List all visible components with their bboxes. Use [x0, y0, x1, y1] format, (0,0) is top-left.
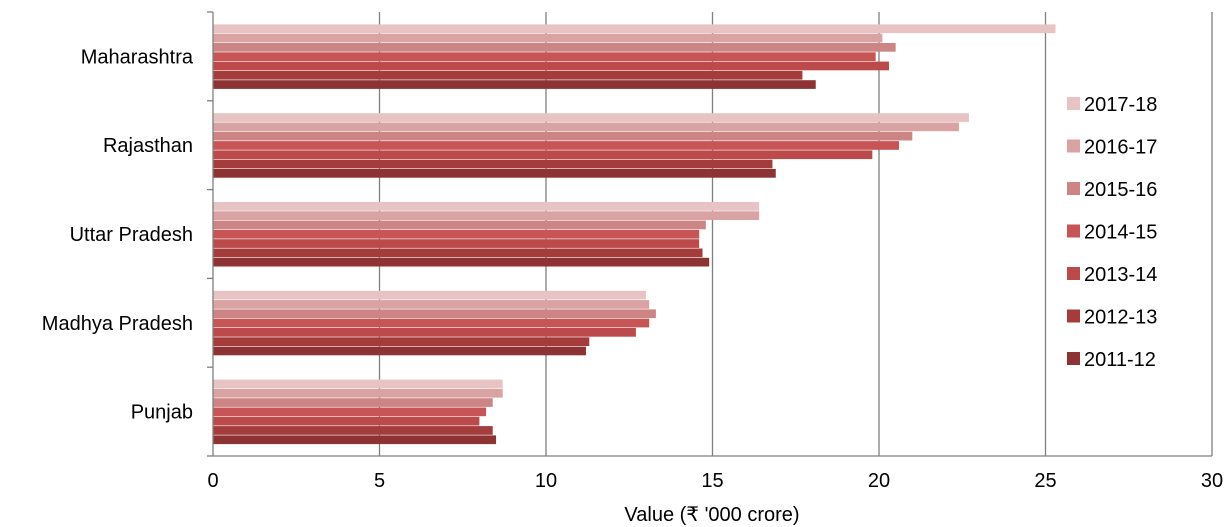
category-label: Madhya Pradesh	[42, 313, 193, 335]
bar	[213, 24, 1056, 34]
bar	[213, 346, 586, 356]
bar	[213, 426, 493, 435]
x-tick-label: 25	[1034, 470, 1056, 492]
category-labels: Maharashtra Rajasthan Uttar Pradesh Madhya …	[42, 46, 194, 423]
bar	[213, 239, 700, 248]
legend: 2017-18 2016-17 2015-16 2014-15 2013-14 2012-…	[1067, 94, 1157, 371]
bar	[213, 169, 776, 178]
bar	[213, 220, 706, 230]
x-tick-label: 20	[868, 470, 890, 492]
bar	[213, 52, 876, 61]
bar	[213, 309, 656, 319]
legend-label: 2011-12	[1084, 349, 1156, 371]
legend-label: 2017-18	[1084, 94, 1157, 116]
legend-label: 2015-16	[1084, 179, 1157, 201]
bar	[213, 435, 497, 445]
legend-swatch	[1067, 139, 1080, 153]
legend-swatch	[1067, 224, 1080, 238]
bar	[213, 328, 636, 337]
x-tick-label: 30	[1201, 470, 1223, 492]
legend-label: 2014-15	[1084, 222, 1157, 244]
legend-swatch	[1067, 182, 1080, 195]
legend-swatch	[1067, 352, 1080, 365]
category-label: Punjab	[131, 402, 193, 424]
bar	[213, 229, 700, 239]
category-label: Uttar Pradesh	[70, 224, 193, 246]
category-label: Maharashtra	[81, 46, 194, 68]
x-tick-label: 15	[701, 470, 723, 492]
bar	[213, 407, 487, 417]
x-tick-label: 5	[374, 470, 385, 492]
bar	[213, 131, 913, 141]
legend-label: 2016-17	[1084, 137, 1157, 159]
bar	[213, 122, 959, 132]
bar	[213, 300, 650, 309]
bar	[213, 416, 480, 426]
bars	[213, 24, 1056, 445]
bar	[213, 80, 816, 89]
bar	[213, 248, 703, 258]
legend-label: 2012-13	[1084, 307, 1157, 329]
axes	[207, 11, 1212, 457]
bar	[213, 61, 889, 71]
bar	[213, 70, 803, 80]
bar	[213, 150, 873, 160]
bar	[213, 318, 650, 328]
bar	[213, 43, 896, 52]
bar	[213, 337, 590, 346]
category-label: Rajasthan	[103, 135, 193, 157]
x-tick-label: 10	[535, 470, 557, 492]
legend-swatch	[1067, 309, 1080, 323]
bar	[213, 379, 503, 389]
legend-label: 2013-14	[1084, 264, 1157, 286]
x-axis-title: Value (₹ '000 crore)	[624, 504, 799, 526]
x-tick-label: 0	[207, 470, 218, 492]
bar	[213, 202, 760, 211]
legend-swatch	[1067, 97, 1080, 110]
bar	[213, 290, 646, 300]
bar	[213, 33, 883, 43]
bar	[213, 211, 760, 220]
x-tick-labels: 0 5 10 15 20 25 30	[207, 470, 1223, 492]
bar	[213, 388, 503, 398]
bar	[213, 257, 710, 267]
bar	[213, 141, 899, 150]
bar	[213, 398, 493, 407]
bar	[213, 159, 773, 169]
legend-swatch	[1067, 267, 1080, 280]
bar	[213, 113, 969, 122]
